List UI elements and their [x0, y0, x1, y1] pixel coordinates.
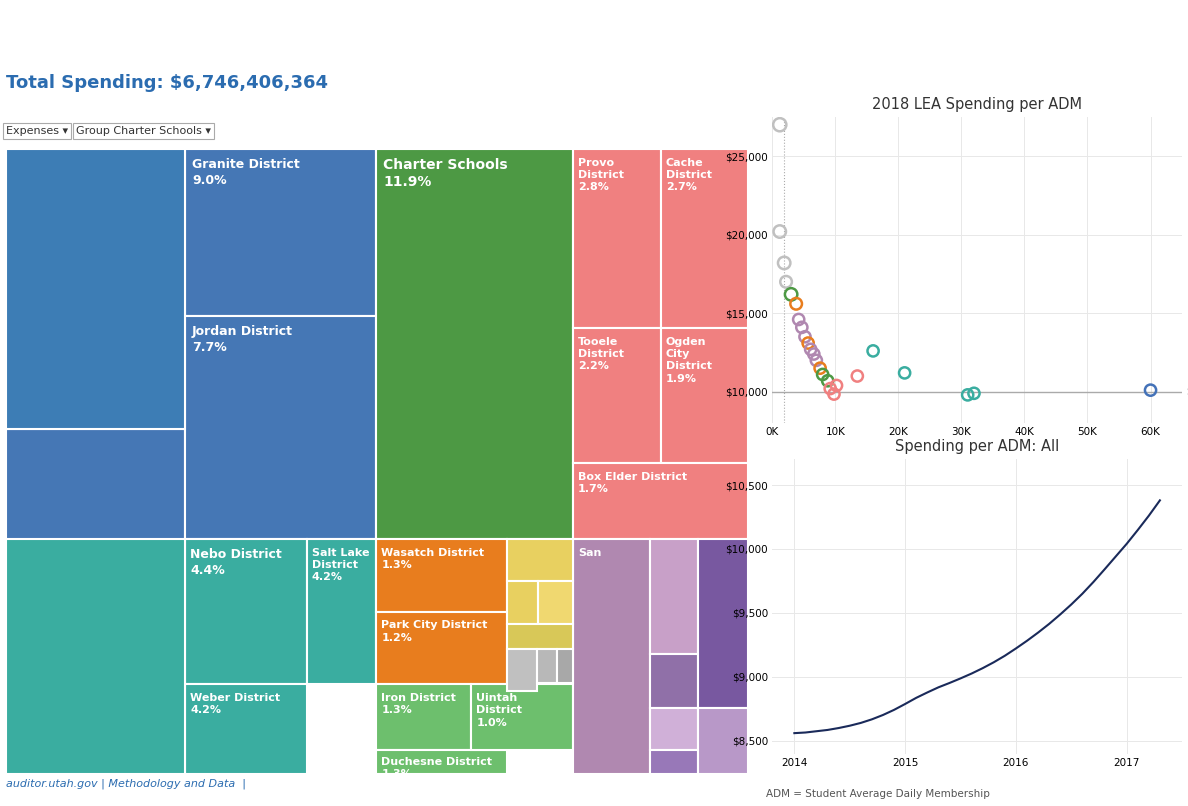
Bar [650, 654, 699, 708]
Bar [538, 581, 573, 624]
Bar [650, 708, 699, 750]
Text: Salt Lake
District
4.2%: Salt Lake District 4.2% [311, 547, 369, 583]
Point [796, 330, 815, 343]
Text: Box Elder District
1.7%: Box Elder District 1.7% [577, 472, 687, 494]
Text: Granite District
9.0%: Granite District 9.0% [192, 157, 299, 186]
Bar [472, 684, 573, 750]
Text: Tooele
District
2.2%: Tooele District 2.2% [577, 336, 624, 372]
Bar [557, 649, 573, 683]
Bar [507, 624, 573, 649]
Bar [185, 149, 377, 316]
Bar [185, 539, 308, 684]
Text: Wasatch District
1.3%: Wasatch District 1.3% [381, 547, 485, 570]
Title: 2018 LEA Spending per ADM: 2018 LEA Spending per ADM [872, 97, 1082, 111]
Point [792, 321, 811, 334]
Bar [377, 750, 507, 774]
Text: Group Charter Schools ▾: Group Charter Schools ▾ [76, 126, 211, 136]
Text: Cache
District
2.7%: Cache District 2.7% [665, 157, 712, 193]
Point [810, 362, 829, 375]
Text: Total Spending by Local Education Agency: Total Spending by Local Education Agency [312, 19, 876, 42]
Bar [507, 581, 538, 624]
Bar [661, 328, 748, 463]
Text: Ogden
City
District
1.9%: Ogden City District 1.9% [665, 336, 712, 384]
Text: Duchesne District
1.3%: Duchesne District 1.3% [381, 757, 493, 779]
Text: Nebo District
4.4%: Nebo District 4.4% [190, 547, 282, 576]
Text: San: San [577, 547, 601, 558]
Text: auditor.utah.gov | Methodology and Data  |: auditor.utah.gov | Methodology and Data … [6, 779, 246, 789]
Bar [377, 539, 507, 612]
Point [959, 388, 978, 401]
Text: Sta: Sta [1186, 387, 1188, 397]
Point [864, 344, 883, 357]
Text: Total Spending: $6,746,406,364: Total Spending: $6,746,406,364 [6, 73, 328, 92]
Bar [699, 539, 748, 708]
Text: Jordan District
7.7%: Jordan District 7.7% [192, 325, 293, 354]
Bar [573, 328, 661, 463]
Bar [377, 684, 472, 750]
Text: Provo
District
2.8%: Provo District 2.8% [577, 157, 624, 193]
Point [827, 379, 846, 392]
Text: Charter Schools
11.9%: Charter Schools 11.9% [384, 157, 507, 189]
Bar [573, 149, 661, 328]
Point [807, 354, 826, 367]
Point [782, 288, 801, 301]
Point [775, 256, 794, 269]
Bar [308, 539, 377, 684]
Bar [6, 430, 185, 709]
Point [798, 337, 817, 350]
Point [1140, 384, 1159, 397]
Point [801, 343, 820, 355]
Bar [185, 316, 377, 539]
Point [777, 276, 796, 289]
Text: Expenses ▾: Expenses ▾ [6, 126, 68, 136]
Bar [377, 149, 573, 539]
Bar [377, 612, 507, 684]
Bar [6, 149, 185, 430]
Bar [650, 539, 699, 654]
Point [813, 368, 832, 381]
Bar [537, 649, 557, 683]
Text: Uintah
District
1.0%: Uintah District 1.0% [476, 692, 523, 728]
Point [965, 387, 984, 400]
Point [848, 370, 867, 383]
Bar [650, 750, 699, 774]
Point [821, 382, 840, 395]
Point [819, 374, 838, 387]
Bar [6, 539, 185, 774]
Bar [573, 539, 650, 774]
Text: Iron District
1.3%: Iron District 1.3% [381, 692, 456, 715]
Point [824, 388, 843, 401]
Bar [573, 463, 748, 539]
Bar [185, 684, 308, 774]
Text: Park City District
1.2%: Park City District 1.2% [381, 620, 488, 642]
Title: Spending per ADM: All: Spending per ADM: All [895, 439, 1060, 454]
Bar [507, 649, 537, 691]
Text: ADM = Student Average Daily Membership: ADM = Student Average Daily Membership [766, 789, 990, 800]
Point [789, 313, 808, 326]
Point [804, 347, 823, 360]
Point [770, 118, 789, 131]
Text: Weber District
4.2%: Weber District 4.2% [190, 692, 280, 715]
Bar [661, 149, 748, 328]
Bar [507, 539, 573, 581]
Bar [699, 708, 748, 774]
Point [770, 225, 789, 238]
Point [786, 297, 805, 310]
Point [895, 367, 914, 380]
